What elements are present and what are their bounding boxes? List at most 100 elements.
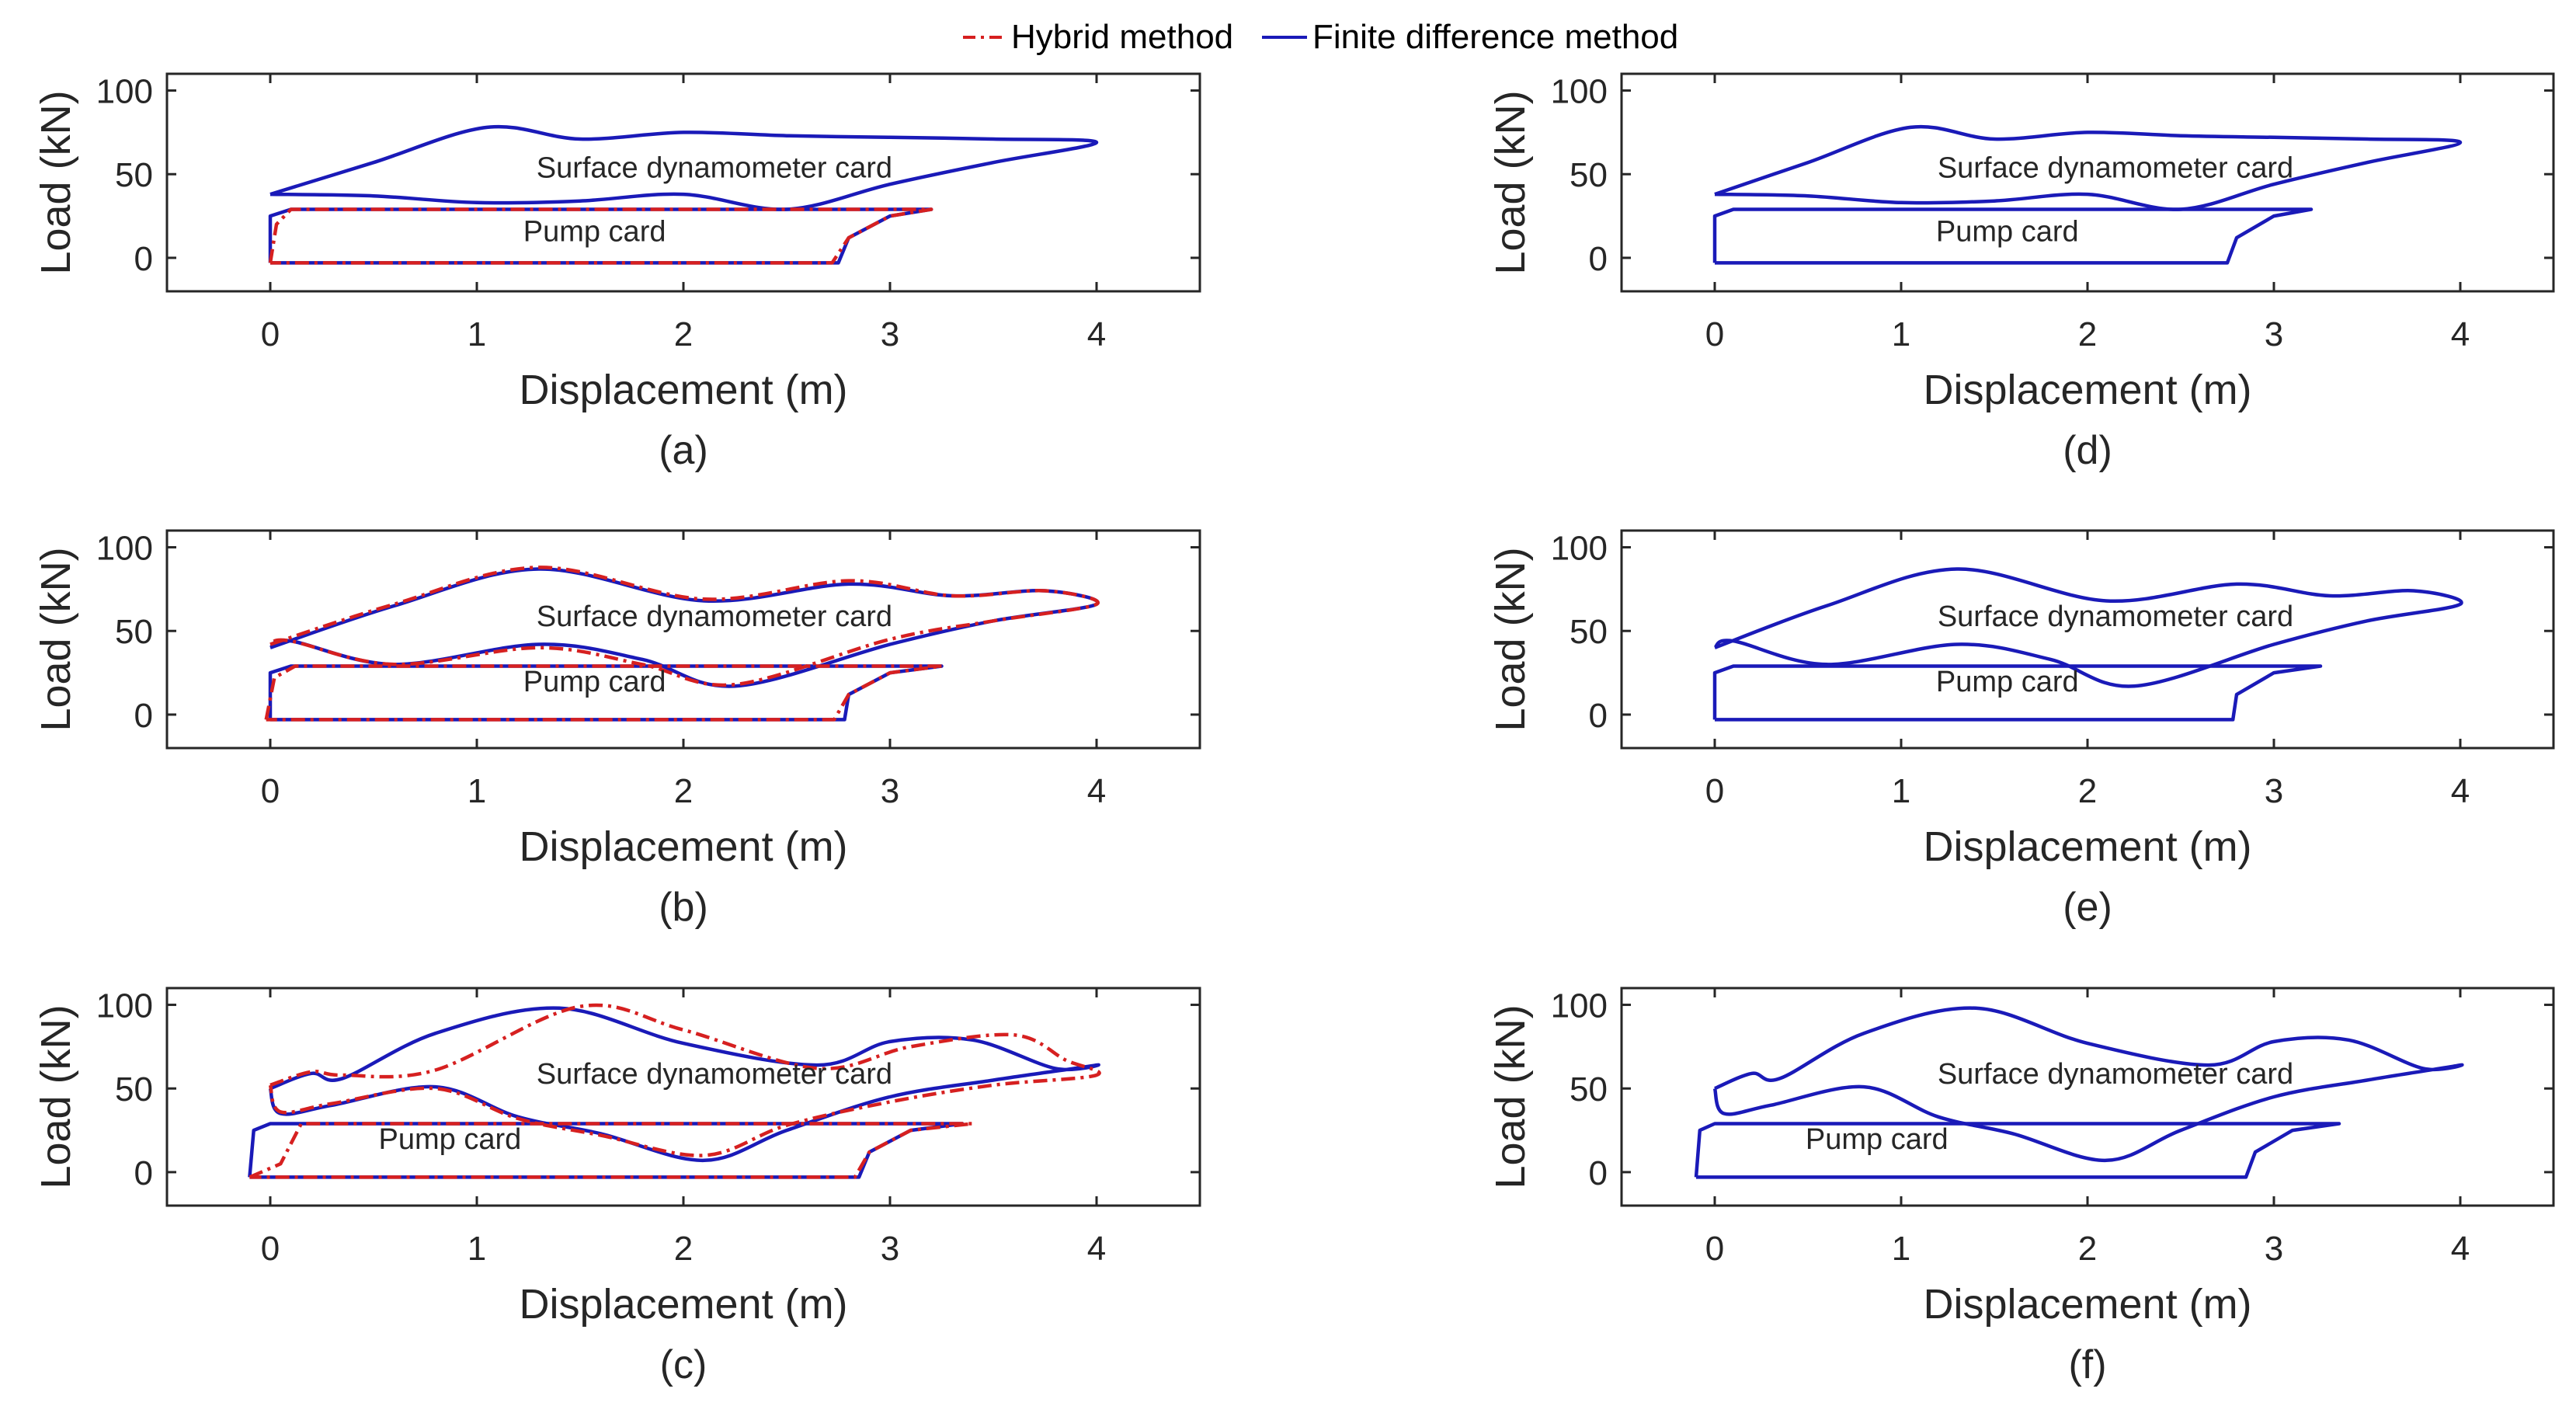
series-group xyxy=(264,566,1100,722)
fd-surface-line xyxy=(1713,567,2463,688)
x-tick-label: 4 xyxy=(2451,315,2470,353)
panel-c: 0 1 2 3 4 0 50 100 Displacement (m) Load (kN) (c) S… xyxy=(33,987,1201,1387)
fd-pump-line xyxy=(1694,1122,2341,1179)
pump-card-annotation: Pump card xyxy=(523,666,666,698)
hybrid-surface-line xyxy=(268,1003,1101,1157)
y-tick-label: 0 xyxy=(134,1154,153,1192)
x-tick-label: 1 xyxy=(1892,1230,1910,1268)
fd-surface-line xyxy=(269,124,1099,211)
x-tick-label: 2 xyxy=(674,772,693,810)
fd-pump-line xyxy=(1712,664,2323,722)
subplot-label: (e) xyxy=(2063,885,2112,930)
surface-card-annotation: Surface dynamometer card xyxy=(537,600,892,633)
x-tick-label: 4 xyxy=(2451,1230,2470,1268)
y-tick-label: 0 xyxy=(134,697,153,735)
y-tick-label: 50 xyxy=(1570,1070,1608,1109)
x-tick-label: 0 xyxy=(261,772,280,810)
x-tick-label: 2 xyxy=(2078,1230,2097,1268)
hybrid-pump-line xyxy=(268,207,933,265)
y-axis-label: Load (kN) xyxy=(1487,547,1534,731)
subplot-label: (d) xyxy=(2063,428,2112,473)
surface-card-annotation: Surface dynamometer card xyxy=(1938,600,2293,633)
x-axis-label: Displacement (m) xyxy=(519,1281,847,1328)
y-tick-label: 50 xyxy=(115,156,153,194)
x-tick-label: 4 xyxy=(1087,772,1106,810)
x-tick-label: 2 xyxy=(2078,315,2097,353)
y-axis-label: Load (kN) xyxy=(1487,90,1534,274)
y-axis-label: Load (kN) xyxy=(33,90,79,274)
subplot-label: (f) xyxy=(2068,1342,2106,1387)
plot-area xyxy=(1620,529,2555,750)
panel-a: 0 1 2 3 4 0 50 100 Displacement (m) Load (kN) (a) S… xyxy=(33,72,1201,473)
x-tick-label: 3 xyxy=(2265,1230,2283,1268)
y-tick-label: 100 xyxy=(96,530,153,568)
x-tick-label: 3 xyxy=(881,772,899,810)
y-axis-label: Load (kN) xyxy=(33,547,79,731)
surface-card-annotation: Surface dynamometer card xyxy=(1938,152,2293,185)
y-tick-label: 0 xyxy=(134,240,153,278)
x-axis-label: Displacement (m) xyxy=(519,367,847,413)
x-tick-label: 0 xyxy=(1705,1230,1724,1268)
subplot-label: (a) xyxy=(659,428,708,473)
x-tick-label: 2 xyxy=(674,315,693,353)
x-tick-label: 2 xyxy=(674,1230,693,1268)
y-tick-label: 100 xyxy=(1551,987,1608,1025)
pump-card-annotation: Pump card xyxy=(523,215,666,248)
series-group xyxy=(1694,1006,2464,1179)
plot-area xyxy=(165,987,1201,1207)
pump-card-annotation: Pump card xyxy=(1936,666,2079,698)
legend-fd-label: Finite difference method xyxy=(1312,18,1678,56)
fd-pump-line xyxy=(1712,207,2314,265)
plot-area xyxy=(165,72,1201,293)
x-tick-label: 3 xyxy=(881,1230,899,1268)
plot-area xyxy=(1620,987,2555,1207)
legend-hybrid-label: Hybrid method xyxy=(1011,18,1233,56)
fd-surface-line xyxy=(1714,124,2463,211)
x-tick-label: 4 xyxy=(1087,315,1106,353)
panel-d: 0 1 2 3 4 0 50 100 Displacement (m) Load (kN) (d) S… xyxy=(1487,72,2555,473)
y-tick-label: 100 xyxy=(96,73,153,111)
surface-card-annotation: Surface dynamometer card xyxy=(1938,1058,2293,1091)
y-tick-label: 50 xyxy=(1570,156,1608,194)
x-tick-label: 1 xyxy=(1892,315,1910,353)
y-tick-label: 0 xyxy=(1589,240,1608,278)
surface-card-annotation: Surface dynamometer card xyxy=(537,1058,892,1091)
plot-area xyxy=(1620,72,2555,293)
panel-f: 0 1 2 3 4 0 50 100 Displacement (m) Load (kN) (f) S… xyxy=(1487,987,2555,1387)
x-tick-label: 1 xyxy=(468,772,486,810)
series-group xyxy=(248,1003,1101,1179)
legend: Hybrid method Finite difference method xyxy=(963,18,1678,56)
y-tick-label: 50 xyxy=(115,613,153,651)
x-tick-label: 3 xyxy=(881,315,899,353)
x-tick-label: 0 xyxy=(261,1230,280,1268)
x-tick-label: 1 xyxy=(468,315,486,353)
y-tick-label: 100 xyxy=(1551,73,1608,111)
x-tick-label: 1 xyxy=(468,1230,486,1268)
x-tick-label: 4 xyxy=(1087,1230,1106,1268)
x-tick-label: 0 xyxy=(1705,315,1724,353)
pump-card-annotation: Pump card xyxy=(1806,1123,1949,1156)
y-tick-label: 50 xyxy=(1570,613,1608,651)
hybrid-surface-line xyxy=(269,566,1100,687)
x-axis-label: Displacement (m) xyxy=(1923,367,2251,413)
x-axis-label: Displacement (m) xyxy=(1923,1281,2251,1328)
surface-card-annotation: Surface dynamometer card xyxy=(537,152,892,185)
x-axis-label: Displacement (m) xyxy=(1923,823,2251,870)
subplot-label: (b) xyxy=(659,885,708,930)
pump-card-annotation: Pump card xyxy=(1936,215,2079,248)
x-tick-label: 0 xyxy=(1705,772,1724,810)
x-tick-label: 0 xyxy=(261,315,280,353)
series-group xyxy=(1712,124,2463,265)
y-tick-label: 0 xyxy=(1589,697,1608,735)
x-tick-label: 3 xyxy=(2265,315,2283,353)
y-axis-label: Load (kN) xyxy=(1487,1004,1534,1189)
y-tick-label: 100 xyxy=(1551,530,1608,568)
x-tick-label: 3 xyxy=(2265,772,2283,810)
y-tick-label: 50 xyxy=(115,1070,153,1109)
pump-card-annotation: Pump card xyxy=(379,1123,522,1156)
hybrid-pump-line xyxy=(264,664,944,722)
panel-b: 0 1 2 3 4 0 50 100 Displacement (m) Load (kN) (b) S… xyxy=(33,529,1201,930)
y-tick-label: 100 xyxy=(96,987,153,1025)
x-tick-label: 2 xyxy=(2078,772,2097,810)
